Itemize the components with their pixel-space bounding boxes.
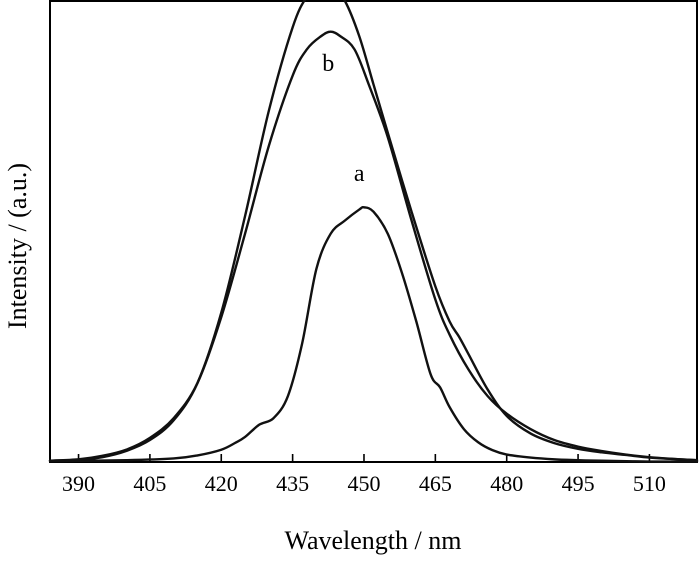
x-tick-label: 480 (490, 471, 523, 496)
series-a-line (48, 206, 699, 463)
series-label-b: b (322, 51, 334, 77)
x-tick-label: 435 (276, 471, 309, 496)
x-tick-label: 405 (133, 471, 166, 496)
y-axis-label: Intensity / (a.u.) (3, 163, 32, 329)
x-axis-label: Wavelength / nm (285, 526, 462, 555)
x-axis-tick-labels: 390 405 420 435 450 465 480 495 510 (62, 471, 666, 496)
x-tick-label: 510 (633, 471, 666, 496)
series-b-line (48, 30, 699, 462)
x-tick-label: 465 (419, 471, 452, 496)
x-tick-label: 495 (562, 471, 595, 496)
plot-frame (49, 0, 698, 463)
series-labels: abc (322, 51, 365, 187)
series-label-a: a (354, 161, 365, 187)
x-tick-label: 390 (62, 471, 95, 496)
x-tick-label: 420 (205, 471, 238, 496)
series-c-line (48, 0, 699, 462)
spectrum-curves (48, 0, 699, 463)
x-tick-label: 450 (347, 471, 380, 496)
